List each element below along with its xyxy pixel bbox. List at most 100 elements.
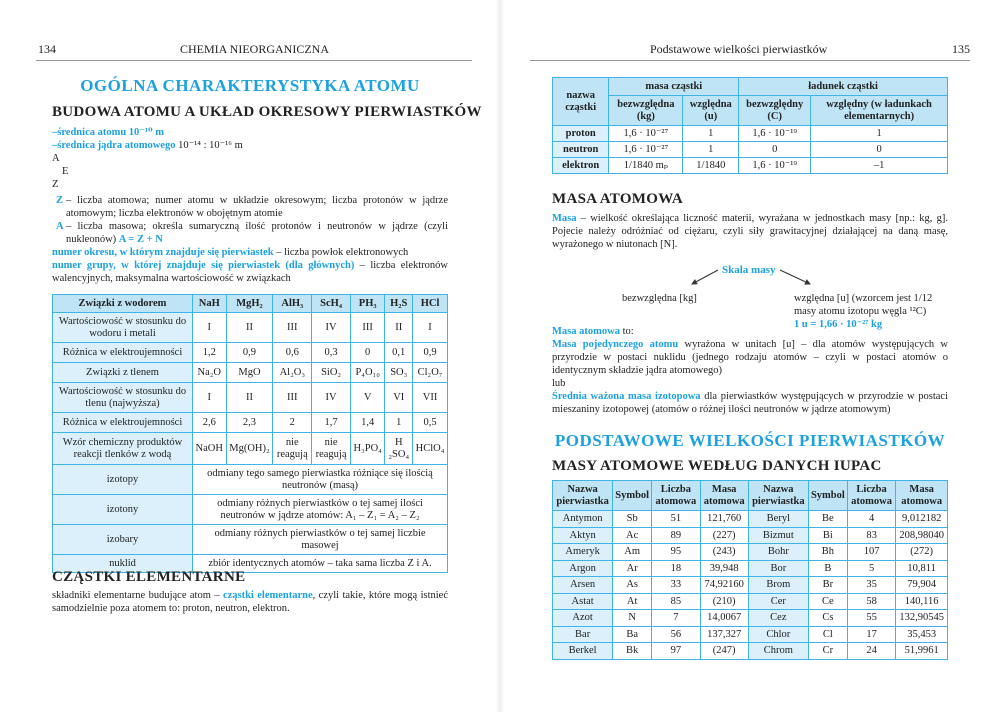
term-definition: odmiany tego samego pierwiastka różniące… bbox=[192, 464, 448, 495]
table-cell: nie reagują bbox=[311, 432, 351, 465]
iupac-masses-table: Nazwa pierwiastka Symbol Liczba atomowa Mas… bbox=[551, 480, 948, 660]
table-row: neutron 1,6 · 10⁻²⁷ 1 0 0 bbox=[551, 141, 948, 158]
term-definition: zbiór identycznych atomów – taka sama li… bbox=[192, 554, 448, 573]
table-cell: (227) bbox=[699, 526, 749, 544]
table-row: proton 1,6 · 10⁻²⁷ 1 1,6 · 10⁻¹⁹ 1 bbox=[551, 125, 948, 142]
table-cell: III bbox=[349, 312, 386, 343]
column-header: Masa atomowa bbox=[895, 480, 948, 511]
group-text: – liczba elektronów walencyjnych, maksym… bbox=[52, 260, 448, 284]
table-cell: Cr bbox=[807, 642, 848, 660]
table-row: Wartościowość w stosunku do tlenu (najwy… bbox=[52, 382, 448, 413]
table-cell: IV bbox=[311, 382, 351, 413]
atomic-mass-term: Masa atomowa bbox=[552, 326, 620, 337]
column-subheader: bezwzględna (kg) bbox=[608, 95, 684, 126]
table-cell: 33 bbox=[651, 576, 701, 594]
table-cell: 35 bbox=[846, 576, 897, 594]
table-cell: 1 bbox=[682, 125, 740, 142]
table-cell: (243) bbox=[699, 543, 749, 561]
table-cell: 56 bbox=[651, 625, 701, 643]
table-cell: 83 bbox=[846, 526, 897, 544]
table-header-row: Nazwa pierwiastka Symbol Liczba atomowa Mas… bbox=[551, 480, 948, 511]
scale-relative-text: względna [u] (wzorcem jest 1/12 masy ato… bbox=[794, 293, 933, 317]
symbol-a: A bbox=[52, 153, 60, 164]
table-row: Wzór chemiczny produktów reakcji tlenków… bbox=[52, 432, 448, 465]
table-row: Ameryk Am 95 (243) Bohr Bh 107 (272) bbox=[551, 543, 948, 561]
column-header: Nazwa pierwiastka bbox=[551, 480, 614, 511]
arrow-right bbox=[779, 269, 811, 285]
table-cell: 0,1 bbox=[384, 342, 414, 363]
table-row: Różnica w elektroujemności 1,2 0,9 0,6 0,3 0 0… bbox=[52, 342, 448, 363]
table-cell: Al₂O₃ bbox=[272, 362, 313, 383]
definition-row: izotopy odmiany tego samego pierwiastka r… bbox=[52, 464, 448, 495]
table-cell: 0 bbox=[738, 141, 812, 158]
table-cell: 14,0067 bbox=[699, 609, 749, 627]
table-cell: 0,6 bbox=[272, 342, 313, 363]
element-name: Ameryk bbox=[551, 543, 614, 561]
table-row: Argon Ar 18 39,948 Bor B 5 10,811 bbox=[551, 559, 948, 577]
header-rule bbox=[530, 60, 970, 61]
symbol-z: Z bbox=[52, 179, 59, 190]
column-header: Liczba atomowa bbox=[846, 480, 897, 511]
table-cell: 1/1840 mₚ bbox=[608, 157, 684, 174]
table-cell: 55 bbox=[846, 609, 897, 627]
table-cell: III bbox=[272, 312, 313, 343]
column-header: nazwa cząstki bbox=[551, 77, 610, 126]
element-name: Cez bbox=[747, 609, 809, 627]
section-heading: BUDOWA ATOMU A UKŁAD OKRESOWY PIERWIASTK… bbox=[52, 104, 482, 120]
element-name: Chrom bbox=[747, 642, 809, 660]
table-cell: Cs bbox=[807, 609, 848, 627]
table-cell: 140,116 bbox=[895, 592, 948, 610]
header-rule bbox=[36, 60, 472, 61]
table-cell: VI bbox=[384, 382, 414, 413]
table-subheader-row: bezwzględna (kg) względna (u) bezwzględny … bbox=[553, 95, 948, 126]
table-cell: 1,2 bbox=[192, 342, 227, 363]
table-cell: 121,760 bbox=[699, 510, 749, 528]
table-cell: 9,012182 bbox=[895, 510, 948, 528]
term-label: izobary bbox=[52, 524, 193, 555]
table-cell: III bbox=[272, 382, 313, 413]
definition-row: izobary odmiany różnych pierwiastków o te… bbox=[52, 524, 448, 555]
particles-table: nazwa cząstki masa cząstki ładunek cząstki… bbox=[551, 77, 948, 174]
table-cell: 1 bbox=[682, 141, 740, 158]
table-cell: I bbox=[412, 312, 448, 343]
table-cell: H ₂SO₄ bbox=[384, 432, 414, 465]
table-cell: 1,6 · 10⁻¹⁹ bbox=[738, 125, 812, 142]
column-header: NaH bbox=[192, 294, 227, 313]
table-cell: MgO bbox=[225, 362, 274, 383]
group-term: numer grupy, w której znajduje się pierw… bbox=[52, 260, 355, 271]
column-header: Symbol bbox=[612, 480, 653, 511]
period-text: – liczba powłok elektronowych bbox=[273, 247, 409, 258]
column-subheader: względna (u) bbox=[682, 95, 740, 126]
section-heading-iupac: MASY ATOMOWE WEDŁUG DANYCH IUPAC bbox=[552, 458, 882, 474]
table-header-row: Związki z wodorem NaH MgH₂ AlH₃ ScH₄ PH₃ H₂S HC… bbox=[52, 294, 448, 313]
table-cell: 2,6 bbox=[192, 412, 227, 433]
table-cell: Be bbox=[807, 510, 848, 528]
table-cell: Mg(OH)₂ bbox=[225, 432, 274, 465]
definition-row: izotony odmiany różnych pierwiastków o te… bbox=[52, 494, 448, 525]
table-cell: 7 bbox=[651, 609, 701, 627]
table-row: Różnica w elektroujemności 2,6 2,3 2 1,7 1,4 1… bbox=[52, 412, 448, 433]
scale-absolute: bezwzględna [kg] bbox=[622, 293, 697, 304]
table-cell: Sb bbox=[612, 510, 653, 528]
column-header: ładunek cząstki bbox=[738, 77, 948, 96]
table-cell: N bbox=[612, 609, 653, 627]
single-atom-term: Masa pojedynczego atomu bbox=[552, 339, 679, 350]
table-cell: 79,904 bbox=[895, 576, 948, 594]
element-name: Bar bbox=[551, 625, 614, 643]
table-cell: 85 bbox=[651, 592, 701, 610]
table-cell: NaOH bbox=[192, 432, 227, 465]
column-header: Liczba atomowa bbox=[651, 480, 701, 511]
column-subheader: względny (w ładunkach elementarnych) bbox=[810, 95, 948, 126]
element-name: Bor bbox=[747, 559, 809, 577]
table-cell: nie reagują bbox=[272, 432, 313, 465]
nucleus-label: –średnica jądra atomowego bbox=[52, 140, 176, 151]
right-page: Podstawowe wielkości pierwiastków 135 na… bbox=[500, 0, 1000, 712]
element-name: Astat bbox=[551, 592, 614, 610]
row-label: Różnica w elektroujemności bbox=[52, 342, 193, 363]
table-cell: SO₃ bbox=[384, 362, 414, 383]
term-label: nuklid bbox=[52, 554, 193, 573]
table-cell: SiO₂ bbox=[311, 362, 351, 383]
table-cell: 89 bbox=[651, 526, 701, 544]
table-cell: 17 bbox=[846, 625, 897, 643]
table-cell: 107 bbox=[846, 543, 897, 561]
